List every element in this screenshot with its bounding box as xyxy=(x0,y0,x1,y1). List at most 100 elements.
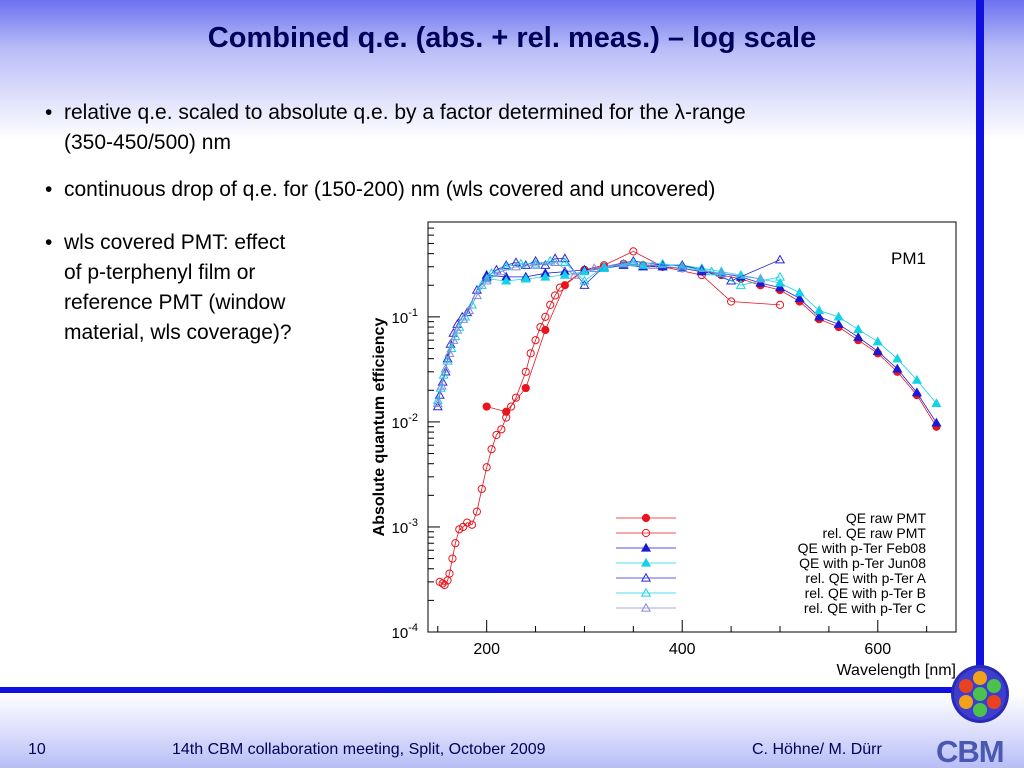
data-point xyxy=(526,349,535,358)
x-axis-label: Wavelength [nm] xyxy=(837,662,956,679)
data-point xyxy=(482,402,491,411)
data-point xyxy=(727,297,736,306)
data-point xyxy=(618,258,629,268)
data-point xyxy=(452,324,463,334)
data-point xyxy=(510,257,522,267)
data-point xyxy=(496,266,507,276)
legend-entry: QE raw PMT xyxy=(616,510,926,526)
data-point xyxy=(774,277,786,287)
data-point xyxy=(579,275,590,285)
data-point xyxy=(814,305,825,315)
bullet-3-line-1: wls covered PMT: effect xyxy=(64,231,286,254)
data-point xyxy=(589,263,600,272)
bullet-3-line-3: reference PMT (window xyxy=(64,291,286,314)
data-point xyxy=(521,367,530,376)
bullet-dot: • xyxy=(45,178,53,201)
data-point xyxy=(502,413,511,422)
data-point xyxy=(555,283,565,292)
data-point xyxy=(706,266,717,276)
bullet-1-line-2: (350-450/500) nm xyxy=(64,131,231,154)
data-point xyxy=(455,525,464,534)
data-point xyxy=(794,293,805,303)
data-point xyxy=(774,271,786,281)
legend-marker xyxy=(641,513,651,523)
data-point xyxy=(872,336,883,346)
data-point xyxy=(872,346,883,355)
legend-marker xyxy=(640,557,652,567)
legend-label: rel. QE with p-Ter C xyxy=(804,600,926,616)
data-point xyxy=(491,264,502,274)
data-point xyxy=(931,417,942,427)
right-accent-bar xyxy=(976,0,984,690)
data-point xyxy=(444,348,455,357)
legend-label: rel. QE with p-Ter A xyxy=(805,570,926,586)
data-point xyxy=(463,518,472,527)
data-point xyxy=(434,389,445,399)
data-point xyxy=(501,260,512,269)
legend-label: QE raw PMT xyxy=(846,510,927,526)
series-line xyxy=(439,250,781,586)
data-point xyxy=(481,275,492,285)
legend-entry: rel. QE raw PMT xyxy=(616,525,926,541)
legend-label: rel. QE with p-Ter B xyxy=(805,585,926,601)
data-point xyxy=(521,383,530,393)
plot-background xyxy=(332,212,964,682)
data-point xyxy=(530,260,541,269)
data-point xyxy=(892,353,903,363)
data-point xyxy=(492,430,501,440)
data-point xyxy=(853,324,864,334)
data-point xyxy=(530,258,541,268)
legend-marker xyxy=(640,572,652,582)
series-line xyxy=(437,261,761,404)
legend-entry: QE with p-Ter Jun08 xyxy=(616,555,926,571)
data-point xyxy=(515,258,526,268)
data-point xyxy=(755,273,766,283)
bullet-2: • continuous drop of q.e. for (150-200) … xyxy=(45,175,924,205)
cbm-logo-icon xyxy=(951,665,1009,723)
x-tick-label: 400 xyxy=(669,641,696,658)
data-point xyxy=(540,271,551,281)
bullet-1: • relative q.e. scaled to absolute q.e. … xyxy=(45,98,924,158)
data-point xyxy=(460,311,471,321)
data-point xyxy=(445,569,454,578)
data-point xyxy=(775,300,785,309)
data-point xyxy=(579,280,590,289)
qe-log-plot: 200 400 600 10-410-310-210-1 QE raw PMTrel… xyxy=(332,212,964,682)
data-point xyxy=(511,393,521,402)
footer-authors: C. Höhne/ M. Dürr xyxy=(752,741,882,758)
data-point xyxy=(911,374,922,384)
bullet-1-line-1: relative q.e. scaled to absolute q.e. by… xyxy=(64,101,746,124)
data-point xyxy=(833,319,844,328)
x-tick-label: 600 xyxy=(864,641,891,658)
footer-meeting: 14th CBM collaboration meeting, Split, O… xyxy=(172,741,546,758)
data-point xyxy=(440,363,451,373)
data-point xyxy=(486,268,497,277)
data-point xyxy=(774,282,786,292)
data-point xyxy=(657,260,668,269)
data-point xyxy=(726,275,737,285)
data-point xyxy=(477,484,486,494)
data-point xyxy=(497,425,506,434)
plot-annotation: PM1 xyxy=(891,249,926,268)
series-7 xyxy=(432,257,766,408)
data-point xyxy=(466,299,478,309)
legend-marker xyxy=(640,587,652,597)
data-point xyxy=(541,312,550,321)
data-point xyxy=(647,260,658,269)
data-point xyxy=(458,313,469,323)
bullet-3-line-2: of p-terphenyl film or xyxy=(64,261,256,284)
data-point xyxy=(510,261,522,271)
legend-marker xyxy=(640,602,652,612)
data-point xyxy=(559,253,570,263)
data-point xyxy=(540,260,551,269)
data-point xyxy=(559,257,570,267)
slide-title: Combined q.e. (abs. + rel. meas.) – log … xyxy=(207,22,817,54)
bullet-3-line-4: material, wls coverage)? xyxy=(64,321,292,344)
data-point xyxy=(432,401,443,411)
cbm-logo-text: CBM xyxy=(936,734,1005,769)
data-point xyxy=(677,263,688,272)
footer-divider xyxy=(0,687,984,693)
data-point xyxy=(550,257,561,267)
page-number: 10 xyxy=(28,741,46,758)
